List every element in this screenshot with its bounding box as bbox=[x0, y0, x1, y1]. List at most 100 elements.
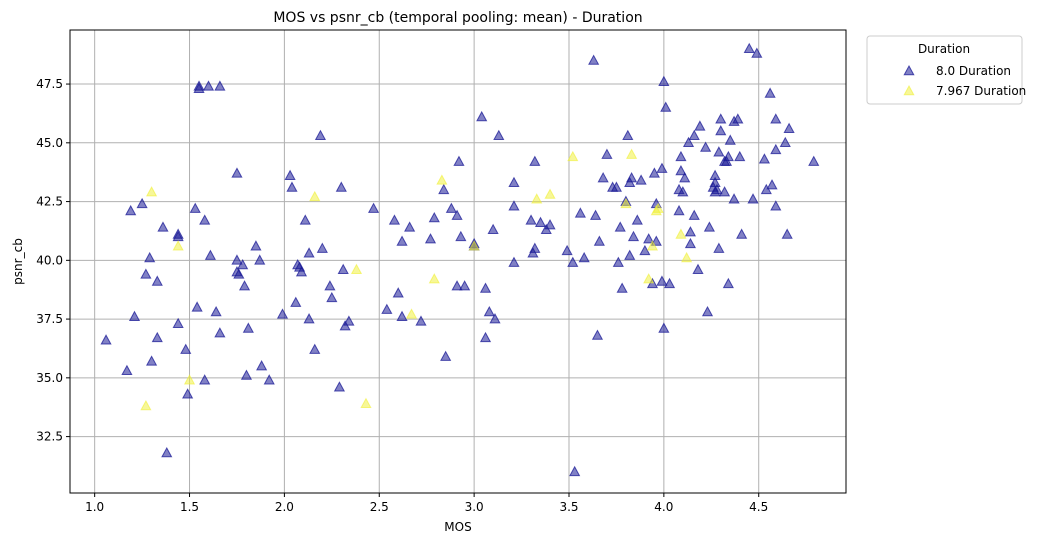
data-point-8-0-duration bbox=[616, 282, 628, 293]
x-tick-label: 1.5 bbox=[180, 500, 199, 514]
data-point-8-0-duration bbox=[286, 181, 298, 192]
data-point-8-0-duration bbox=[656, 162, 668, 173]
data-point-8-0-duration bbox=[489, 313, 501, 324]
data-point-8-0-duration bbox=[569, 465, 581, 477]
data-point-8-0-duration bbox=[747, 193, 759, 204]
y-axis-ticks: 32.5 35.0 37.5 40.0 42.5 45.0 47.5 bbox=[36, 77, 70, 444]
data-point-8-0-duration bbox=[210, 305, 222, 317]
data-point-8-0-duration bbox=[392, 287, 404, 298]
data-point-8-0-duration bbox=[309, 343, 321, 354]
data-point-8-0-duration bbox=[445, 202, 457, 213]
data-point-8-0-duration bbox=[335, 181, 347, 192]
data-point-8-0-duration bbox=[276, 308, 289, 319]
data-point-8-0-duration bbox=[237, 258, 249, 270]
data-point-8-0-duration bbox=[428, 211, 440, 223]
data-point-8-0-duration bbox=[299, 214, 311, 225]
data-point-8-0-duration bbox=[367, 202, 380, 213]
data-point-8-0-duration bbox=[483, 305, 495, 317]
data-point-8-0-duration bbox=[455, 230, 467, 242]
data-point-8-0-duration bbox=[487, 223, 499, 235]
data-point-8-0-duration bbox=[783, 122, 795, 133]
data-point-8-0-duration bbox=[284, 169, 296, 180]
data-point-8-0-duration bbox=[567, 256, 579, 267]
data-point-8-0-duration bbox=[343, 315, 355, 326]
data-point-8-0-duration bbox=[561, 244, 573, 256]
data-point-8-0-duration bbox=[734, 150, 746, 162]
data-point-8-0-duration bbox=[451, 280, 463, 291]
data-point-8-0-duration bbox=[589, 209, 602, 220]
data-point-8-0-duration bbox=[724, 134, 736, 145]
data-point-7-967-duration bbox=[544, 188, 556, 199]
data-point-8-0-duration bbox=[381, 303, 393, 314]
data-point-8-0-duration bbox=[736, 228, 748, 239]
data-point-8-0-duration bbox=[715, 125, 727, 136]
data-point-8-0-duration bbox=[612, 256, 624, 267]
y-tick-label: 45.0 bbox=[36, 136, 63, 150]
data-point-8-0-duration bbox=[438, 183, 450, 195]
data-point-8-0-duration bbox=[675, 150, 687, 162]
x-tick-label: 4.5 bbox=[749, 500, 768, 514]
data-point-8-0-duration bbox=[415, 315, 427, 326]
data-point-8-0-duration bbox=[684, 226, 697, 237]
data-point-8-0-duration bbox=[715, 113, 727, 124]
data-point-7-967-duration bbox=[531, 193, 543, 204]
data-point-8-0-duration bbox=[233, 268, 245, 279]
data-point-8-0-duration bbox=[626, 172, 638, 183]
data-point-8-0-duration bbox=[479, 331, 492, 343]
data-point-8-0-duration bbox=[121, 364, 133, 376]
data-point-8-0-duration bbox=[136, 197, 148, 209]
data-point-8-0-duration bbox=[157, 221, 169, 232]
data-point-8-0-duration bbox=[635, 174, 647, 185]
data-point-8-0-duration bbox=[624, 249, 636, 260]
data-point-8-0-duration bbox=[191, 301, 203, 312]
data-point-8-0-duration bbox=[679, 172, 691, 183]
data-point-8-0-duration bbox=[758, 153, 771, 164]
y-tick-label: 35.0 bbox=[36, 371, 63, 385]
data-point-7-967-duration bbox=[681, 251, 693, 263]
data-point-8-0-duration bbox=[694, 120, 706, 131]
x-tick-label: 2.5 bbox=[370, 500, 389, 514]
data-point-8-0-duration bbox=[766, 179, 778, 190]
data-point-7-967-duration bbox=[675, 228, 687, 239]
data-point-8-0-duration bbox=[703, 221, 715, 232]
data-point-8-0-duration bbox=[722, 150, 734, 162]
data-point-8-0-duration bbox=[614, 221, 626, 232]
data-point-8-0-duration bbox=[728, 193, 740, 204]
data-points bbox=[100, 42, 820, 477]
data-point-8-0-duration bbox=[508, 256, 520, 267]
data-point-7-967-duration bbox=[428, 273, 440, 284]
data-point-8-0-duration bbox=[692, 263, 704, 274]
data-point-8-0-duration bbox=[333, 381, 346, 392]
data-point-8-0-duration bbox=[182, 388, 194, 399]
data-point-8-0-duration bbox=[204, 249, 216, 260]
x-tick-label: 4.0 bbox=[654, 500, 673, 514]
data-point-8-0-duration bbox=[440, 350, 452, 361]
data-point-8-0-duration bbox=[396, 235, 408, 246]
data-point-8-0-duration bbox=[781, 228, 793, 239]
data-point-8-0-duration bbox=[574, 207, 586, 218]
data-point-8-0-duration bbox=[214, 80, 226, 91]
legend-label-8-0-duration: 8.0 Duration bbox=[936, 64, 1011, 78]
data-point-8-0-duration bbox=[145, 355, 158, 366]
data-point-8-0-duration bbox=[238, 280, 251, 291]
data-point-8-0-duration bbox=[240, 369, 253, 380]
data-point-8-0-duration bbox=[718, 186, 731, 197]
data-point-7-967-duration bbox=[172, 240, 184, 251]
data-point-8-0-duration bbox=[396, 310, 408, 321]
data-point-8-0-duration bbox=[643, 233, 655, 244]
data-point-7-967-duration bbox=[140, 399, 152, 411]
data-point-8-0-duration bbox=[525, 214, 537, 225]
data-point-8-0-duration bbox=[684, 237, 697, 249]
data-point-8-0-duration bbox=[189, 202, 201, 213]
data-point-7-967-duration bbox=[626, 148, 638, 159]
data-point-7-967-duration bbox=[350, 263, 363, 274]
data-point-7-967-duration bbox=[145, 186, 158, 197]
y-axis-label: psnr_cb bbox=[11, 238, 25, 285]
data-point-8-0-duration bbox=[675, 164, 687, 176]
data-point-8-0-duration bbox=[544, 219, 556, 230]
data-point-8-0-duration bbox=[601, 148, 613, 159]
data-point-8-0-duration bbox=[660, 101, 672, 112]
legend-marker-7-967-duration bbox=[903, 84, 915, 96]
plot-area-frame bbox=[69, 29, 847, 494]
x-tick-label: 1.0 bbox=[85, 500, 104, 514]
